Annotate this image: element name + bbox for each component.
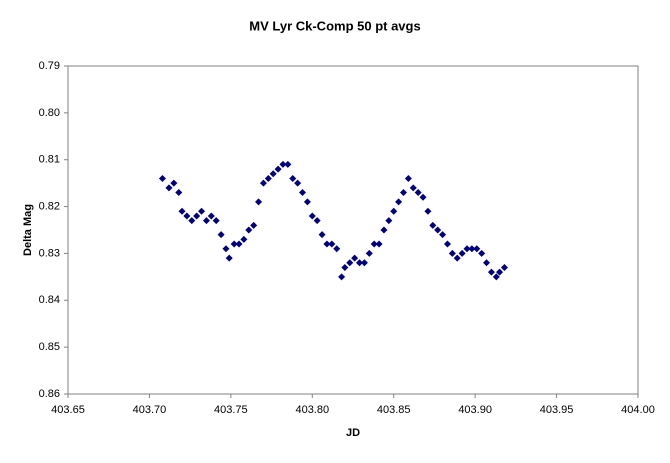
data-point [365,249,373,257]
data-point [178,207,186,215]
data-point [500,263,508,271]
data-point [259,179,267,187]
data-point [351,254,359,262]
y-tick-label: 0.84 [39,294,60,306]
data-point [183,212,191,220]
data-point [478,249,486,257]
data-point [409,184,417,192]
data-point [198,207,206,215]
y-tick-label: 0.85 [39,341,60,353]
x-tick-label: 403.80 [295,404,329,416]
data-point [346,259,354,267]
data-point [279,160,287,168]
data-point [443,240,451,248]
data-point [230,240,238,248]
data-point [338,273,346,281]
data-point [308,212,316,220]
data-point [318,231,326,239]
data-point [356,259,364,267]
data-point [424,207,432,215]
chart-title: MV Lyr Ck-Comp 50 pt avgs [249,18,420,33]
plot-area [67,65,639,395]
data-point [453,254,461,262]
x-tick-label: 403.65 [51,404,85,416]
y-tick-label: 0.79 [39,60,60,72]
y-tick-label: 0.82 [39,200,60,212]
data-point [202,217,210,225]
data-point [487,268,495,276]
x-tick-label: 403.85 [377,404,411,416]
data-point [170,179,178,187]
data-point [303,198,311,206]
x-axis-title: JD [346,427,360,439]
data-point [269,170,277,178]
data-point [458,249,466,257]
data-point [380,226,388,234]
data-point [429,221,437,229]
data-point [404,174,412,182]
data-point [158,174,166,182]
data-point [468,245,476,253]
data-point [222,245,230,253]
data-point [240,235,248,243]
y-tick-label: 0.80 [39,107,60,119]
data-point [390,207,398,215]
data-point [448,249,456,257]
data-point [255,198,263,206]
y-tick-label: 0.83 [39,247,60,259]
data-point [399,189,407,197]
data-point [395,198,403,206]
data-point [434,226,442,234]
data-point [341,263,349,271]
data-point [333,245,341,253]
data-point [264,174,272,182]
data-point [385,217,393,225]
data-point [245,226,253,234]
data-point [323,240,331,248]
data-point [289,174,297,182]
data-point [217,231,225,239]
y-axis-title: Delta Mag [22,204,34,256]
data-point [492,273,500,281]
x-tick-label: 403.90 [458,404,492,416]
data-point [328,240,336,248]
y-tick-label: 0.81 [39,154,60,166]
data-point [313,217,321,225]
data-point [193,212,201,220]
data-point [473,245,481,253]
data-point [207,212,215,220]
data-point [250,221,258,229]
data-point [439,231,447,239]
data-point [274,165,282,173]
x-tick-label: 404.00 [621,404,655,416]
data-point [299,189,307,197]
data-point [175,189,183,197]
data-point [375,240,383,248]
data-point [294,179,302,187]
y-tick-label: 0.86 [39,388,60,400]
data-point [496,268,504,276]
data-point [370,240,378,248]
data-point [212,217,220,225]
data-point [414,189,422,197]
data-point [360,259,368,267]
data-point [165,184,173,192]
data-point [483,259,491,267]
data-point [419,193,427,201]
x-tick-label: 403.70 [133,404,167,416]
data-point [225,254,233,262]
data-point [188,217,196,225]
data-point [463,245,471,253]
x-tick-label: 403.95 [540,404,574,416]
data-point [235,240,243,248]
x-tick-label: 403.75 [214,404,248,416]
data-point [284,160,292,168]
